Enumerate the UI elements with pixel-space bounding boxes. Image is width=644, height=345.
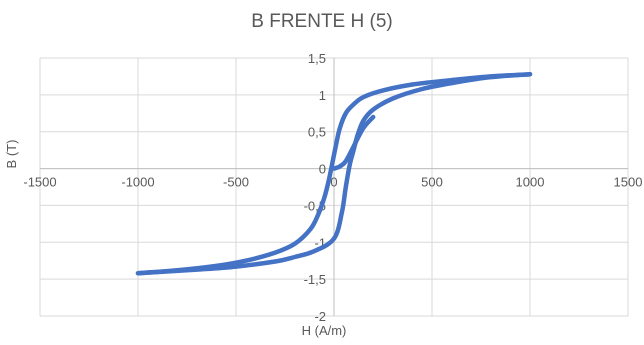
x-tick-labels: -1500 -1000 -500 0 500 1000 1500 [23, 175, 642, 190]
x-axis-label: H (A/m) [302, 323, 347, 338]
y-tick-labels: -2-1,5-1-0,500,511,5 [304, 51, 326, 324]
x-tick-label-0: -1500 [23, 175, 56, 190]
x-tick-label-6: 1500 [614, 175, 643, 190]
x-tick-label-4: 500 [421, 175, 443, 190]
chart-title: B FRENTE H (5) [251, 11, 392, 32]
series-line-1 [135, 71, 533, 276]
x-tick-label-2: -500 [223, 175, 249, 190]
x-tick-label-5: 1000 [516, 175, 545, 190]
y-axis-label: B (T) [4, 140, 19, 169]
y-tick-label-2: -1 [314, 235, 326, 250]
data-series [135, 71, 533, 276]
y-tick-label-7: 1,5 [308, 51, 326, 66]
y-tick-label-0: -2 [314, 309, 326, 324]
x-tick-label-3: 0 [330, 175, 337, 190]
series-line-2 [331, 114, 376, 171]
y-tick-label-5: 0,5 [308, 125, 326, 140]
x-tick-label-1: -1000 [121, 175, 154, 190]
series-line-0 [135, 71, 533, 276]
y-tick-label-1: -1,5 [304, 272, 326, 287]
y-tick-label-6: 1 [319, 88, 326, 103]
y-tick-label-4: 0 [319, 162, 326, 177]
